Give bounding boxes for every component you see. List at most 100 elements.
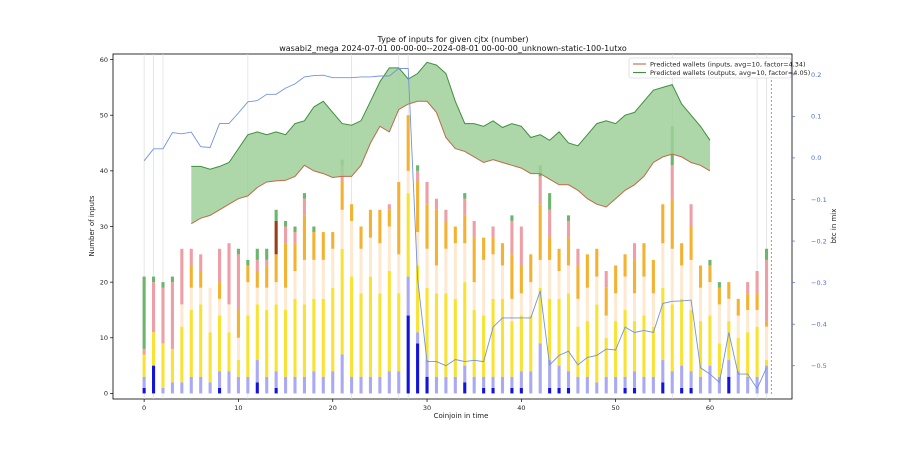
- bar-segment-seg2: [378, 376, 382, 394]
- bar-segment-seg2: [680, 365, 684, 388]
- bar-segment-seg4: [491, 254, 495, 299]
- bar-segment-seg2: [632, 371, 637, 388]
- bar-segment-seg1: [152, 365, 156, 394]
- bar-segment-seg2: [161, 387, 165, 394]
- bar-segment-seg5: [302, 215, 306, 260]
- bar-segment-seg5: [406, 115, 410, 171]
- bar-segment-seg1: [482, 387, 486, 394]
- bar-segment-seg2: [736, 371, 740, 394]
- bar-segment-seg3: [199, 304, 203, 377]
- bar-segment-seg3: [736, 337, 740, 372]
- bar-segment-seg5: [331, 232, 335, 249]
- bar-segment-seg5: [189, 265, 193, 288]
- bar-segment-seg5: [378, 209, 382, 244]
- bar-segment-seg3: [425, 287, 429, 361]
- bar-segment-seg4: [548, 259, 552, 299]
- bar-segment-seg5: [293, 243, 297, 272]
- x-tick-label: 50: [612, 404, 620, 412]
- bar-segment-seg3: [397, 293, 401, 372]
- bar-segment-seg6: [604, 271, 608, 288]
- bar-segment-seg4: [350, 220, 354, 277]
- y-axis-left: 0 10 20 30 40 50 60: [100, 56, 113, 398]
- bar-segment-seg6: [189, 248, 193, 266]
- bar-segment-seg5: [689, 226, 693, 260]
- bar-segment-seg6: [218, 248, 222, 283]
- bar-segment-seg2: [689, 371, 693, 388]
- legend: Predicted wallets (inputs, avg=10, facto…: [628, 57, 810, 79]
- bar-segment-seg1: [519, 387, 523, 394]
- bar-segment-seg2: [463, 365, 467, 383]
- bar-segment-seg1: [661, 382, 665, 394]
- y2-tick-label: −0.4: [811, 320, 827, 328]
- bar-segment-seg4: [529, 282, 533, 316]
- bar-segment-seg1: [557, 387, 561, 394]
- bar-segment-seg4: [416, 232, 420, 266]
- x-tick-label: 40: [517, 404, 525, 412]
- bar-segment-seg4: [680, 265, 684, 299]
- bar-segment-seg1: [406, 315, 410, 394]
- bar-segment-seg6: [548, 209, 552, 238]
- bar-segment-seg2: [604, 376, 608, 394]
- bar-segment-seg3: [463, 282, 467, 366]
- bar-segment-seg6: [152, 282, 156, 333]
- bar-segment-seg6: [444, 209, 448, 221]
- x-tick-label: 20: [329, 404, 337, 412]
- bar-segment-seg6: [199, 254, 203, 272]
- bar-segment-seg5: [491, 237, 495, 255]
- chart-title: Type of inputs for given cjtx (number) w…: [279, 35, 627, 53]
- bar-segment-seg5: [350, 204, 354, 221]
- y-axis-right: −0.5 −0.4 −0.3 −0.2 −0.1 0.0 0.1 0.2: [792, 71, 827, 370]
- bar-segment-seg4: [538, 259, 542, 288]
- bar-segment-seg6: [170, 282, 174, 349]
- bar-segment-seg6: [293, 232, 297, 244]
- bar-segment-seg7: [274, 220, 278, 255]
- bar-segment-seg3: [378, 293, 382, 377]
- bar-segment-seg3: [340, 248, 344, 355]
- bar-segment-seg2: [331, 371, 335, 394]
- stacked-bars: [142, 115, 769, 394]
- bar-segment-seg4: [293, 271, 297, 299]
- bar-segment-seg4: [642, 276, 646, 316]
- bar-segment-seg6: [632, 243, 637, 260]
- bar-segment-seg4: [727, 298, 731, 322]
- bar-segment-seg8: [161, 282, 165, 288]
- bar-segment-seg4: [359, 248, 363, 294]
- bar-segment-seg5: [736, 298, 740, 316]
- bar-segment-seg5: [434, 209, 439, 266]
- bar-segment-seg2: [595, 382, 599, 394]
- bar-segment-seg6: [142, 348, 146, 355]
- wallets-inputs-line: [191, 100, 711, 225]
- bar-segment-seg3: [274, 304, 278, 372]
- bar-segment-seg6: [519, 226, 523, 266]
- bar-segment-seg4: [218, 298, 222, 316]
- y-tick-label: 60: [100, 56, 108, 64]
- bar-segment-seg2: [453, 376, 457, 394]
- bar-segment-seg4: [482, 259, 486, 316]
- bar-segment-seg5: [246, 265, 250, 283]
- bar-segment-seg2: [566, 371, 571, 388]
- bar-segment-seg2: [359, 376, 363, 394]
- bar-segment-seg6: [463, 198, 467, 216]
- bar-segment-seg2: [425, 360, 429, 377]
- y2-tick-label: 0.0: [811, 154, 821, 162]
- bar-segment-seg4: [453, 243, 457, 299]
- bar-segment-seg6: [472, 220, 476, 238]
- bar-segment-seg4: [387, 226, 391, 272]
- bar-segment-seg5: [340, 181, 344, 210]
- bar-segment-seg4: [378, 243, 382, 294]
- bar-segment-seg3: [538, 287, 542, 344]
- bar-segment-seg5: [236, 309, 240, 338]
- bar-segment-seg2: [746, 376, 750, 394]
- bar-segment-seg5: [680, 243, 684, 266]
- bar-segment-seg3: [642, 315, 646, 377]
- bar-segment-seg6: [764, 259, 769, 322]
- bar-segment-seg3: [218, 315, 222, 372]
- bar-segment-seg3: [585, 321, 589, 377]
- bar-segment-seg8: [717, 282, 721, 288]
- bar-segment-seg2: [500, 376, 505, 394]
- bar-segment-seg2: [265, 376, 269, 394]
- bar-segment-seg2: [717, 376, 721, 394]
- bar-segment-seg2: [350, 376, 354, 394]
- bar-segment-seg5: [585, 254, 589, 288]
- bar-segment-seg3: [764, 360, 769, 366]
